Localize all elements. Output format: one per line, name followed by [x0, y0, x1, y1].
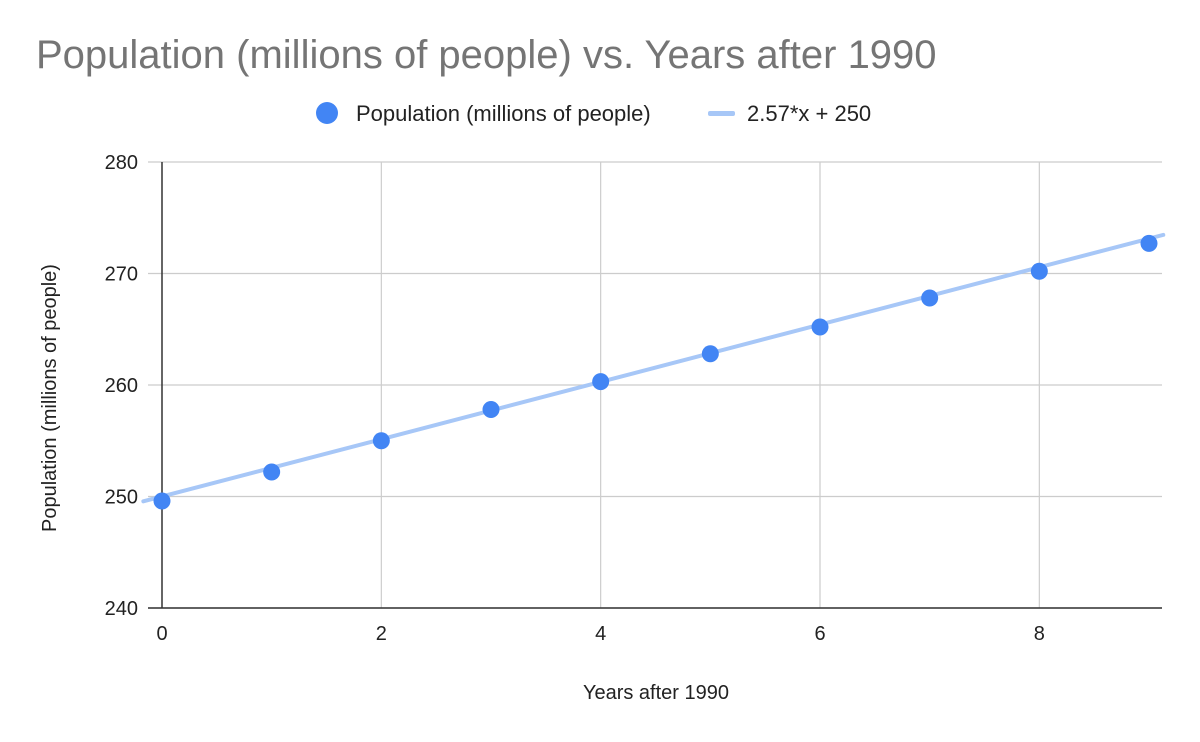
legend: Population (millions of people) 2.57*x +…: [316, 101, 871, 126]
data-point: [372, 432, 390, 450]
data-point: [1030, 262, 1048, 280]
x-tick-label: 6: [814, 623, 825, 645]
data-points: [153, 234, 1158, 510]
x-tick-label: 4: [595, 623, 606, 645]
legend-marker-trendline: [708, 111, 735, 116]
x-axis-title: Years after 1990: [583, 682, 729, 704]
legend-marker-points: [316, 102, 338, 124]
legend-label-trendline: 2.57*x + 250: [747, 101, 871, 126]
trendline-layer: [141, 232, 1166, 504]
legend-label-points: Population (millions of people): [356, 101, 651, 126]
y-tick-label: 270: [105, 264, 138, 286]
y-tick-label: 260: [105, 375, 138, 397]
y-tick-label: 280: [105, 152, 138, 174]
y-axis-title: Population (millions of people): [39, 264, 61, 532]
data-point: [921, 289, 939, 307]
x-tick-label: 2: [376, 623, 387, 645]
y-tick-label: 250: [105, 487, 138, 509]
chart-title: Population (millions of people) vs. Year…: [36, 33, 937, 77]
data-point: [482, 401, 500, 419]
data-point: [811, 318, 829, 336]
data-point: [263, 463, 281, 481]
x-tick-label: 8: [1034, 623, 1045, 645]
y-tick-label: 240: [105, 598, 138, 620]
gridlines: [148, 161, 1162, 609]
trendline: [141, 232, 1166, 504]
x-tick-label: 0: [156, 623, 167, 645]
data-point: [1140, 234, 1158, 252]
data-point: [701, 345, 719, 363]
tick-labels: 240 250 260 270 280 0 2 4 6 8: [105, 152, 1045, 645]
data-point: [153, 492, 171, 510]
data-point: [592, 373, 610, 391]
